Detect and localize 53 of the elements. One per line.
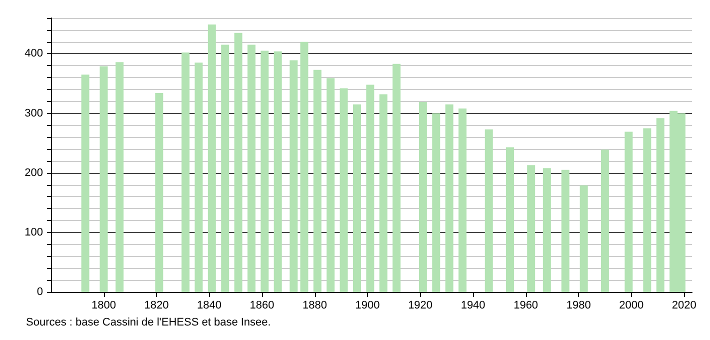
bar [379,94,388,292]
bar [221,44,230,292]
bar [366,84,374,292]
y-tick-label: 0 [36,286,43,298]
x-tick-label: 1960 [514,300,538,312]
bar [432,113,440,292]
y-tick-label: 300 [24,107,43,120]
x-tick-label: 1920 [408,300,433,312]
bar [418,102,427,292]
bar [445,104,454,292]
x-tick-label: 1980 [566,300,591,312]
bar [542,168,551,292]
bar [643,128,652,292]
x-tick-label: 2000 [619,300,644,312]
source-note: Sources : base Cassini de l'EHESS et base Insee. [26,316,271,328]
bar [116,62,124,292]
x-tick-label: 2020 [672,300,696,312]
x-tick-label: 1800 [92,300,116,312]
y-tick-label: 200 [24,166,43,179]
bar [155,93,164,292]
bar [527,165,536,292]
bar [600,150,609,292]
bar [580,185,588,292]
bar [656,118,664,292]
bar [458,108,467,292]
bar [260,50,269,292]
y-tick-label: 400 [24,48,43,60]
bar [506,147,514,292]
x-tick-label: 1860 [250,300,274,312]
bar [340,88,348,292]
bar [247,44,256,292]
bar [352,104,361,292]
bar [313,70,322,292]
bar [182,52,190,292]
bar [100,66,108,292]
bar [624,132,633,292]
bar [290,60,298,292]
bar [392,64,401,292]
bar [208,24,216,292]
y-tick-label: 100 [24,226,43,238]
bar [234,32,242,292]
x-tick-label: 1880 [302,300,328,312]
x-tick-label: 1840 [197,300,222,312]
x-tick-label: 1940 [460,300,486,312]
x-tick-label: 1900 [355,300,380,312]
bar [81,74,90,292]
bar [484,129,493,292]
bar [326,78,335,292]
bar [300,42,308,292]
bar [194,62,203,292]
x-tick-label: 1820 [144,300,169,312]
bar [274,51,282,292]
bar [561,170,570,292]
